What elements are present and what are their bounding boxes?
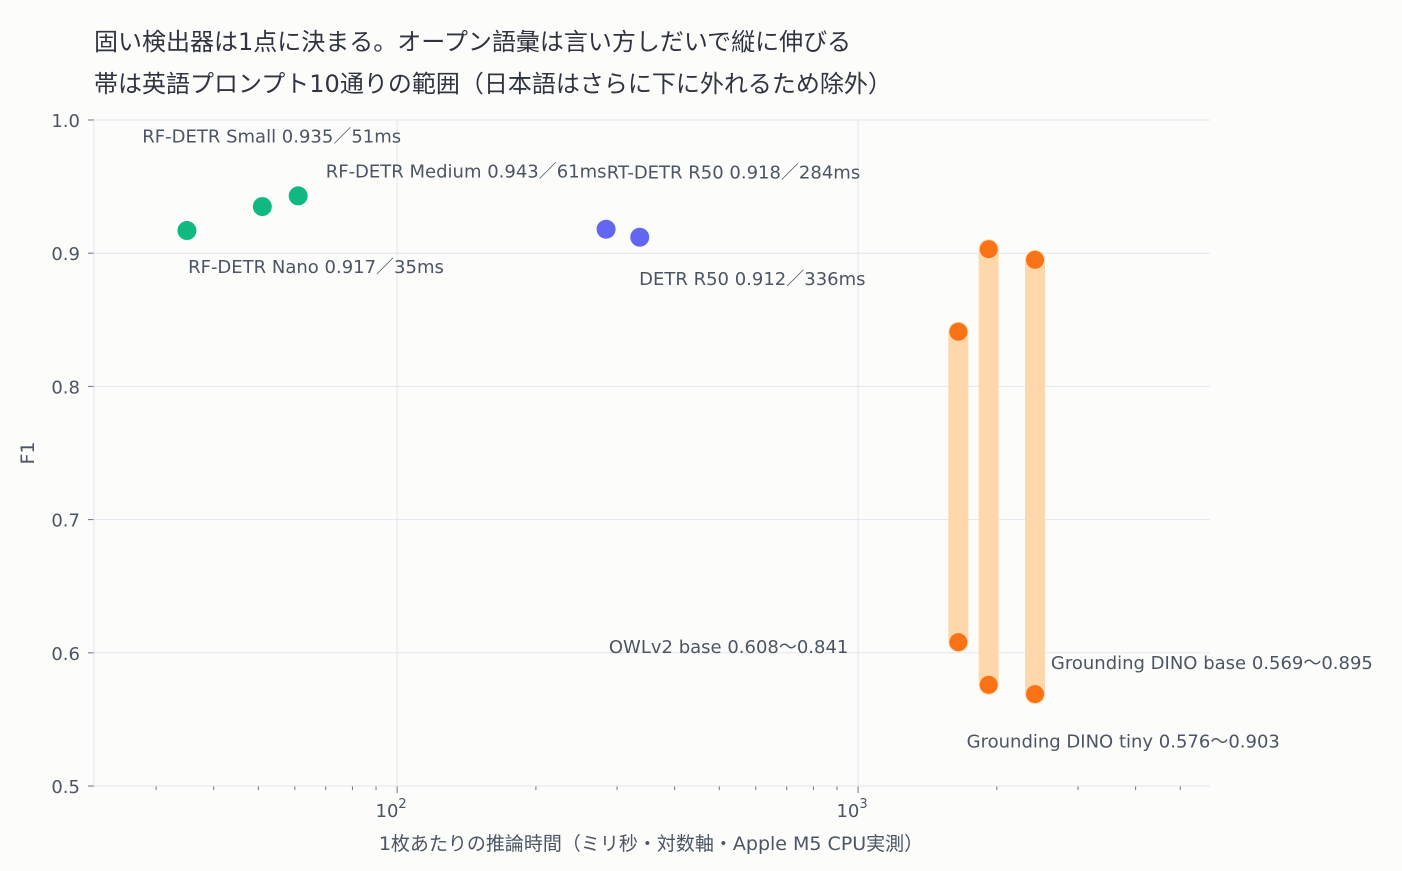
x-tick-base: 10 bbox=[836, 801, 859, 822]
y-tick-label: 0.5 bbox=[51, 777, 80, 798]
y-tick-label: 0.6 bbox=[51, 644, 80, 665]
y-tick-label: 1.0 bbox=[51, 111, 80, 132]
band-min-point bbox=[979, 675, 998, 694]
band-max-point bbox=[949, 322, 968, 341]
x-tick-label: 102 bbox=[376, 797, 407, 822]
point-annotation: Grounding DINO tiny 0.576〜0.903 bbox=[967, 731, 1280, 752]
data-point bbox=[177, 221, 197, 241]
y-tick-label: 0.7 bbox=[51, 511, 80, 532]
band-max-point bbox=[979, 240, 998, 259]
data-point bbox=[630, 227, 650, 247]
chart-title: 固い検出器は1点に決まる。オープン語彙は言い方しだいで縦に伸びる bbox=[94, 28, 852, 56]
chart-subtitle: 帯は英語プロンプト10通りの範囲（日本語はさらに下に外れるため除外） bbox=[94, 70, 892, 98]
y-tick-label: 0.9 bbox=[51, 244, 80, 265]
point-annotation: RF-DETR Nano 0.917／35ms bbox=[188, 257, 444, 278]
point-annotation: RT-DETR R50 0.918／284ms bbox=[607, 163, 860, 184]
band-min-point bbox=[949, 633, 968, 652]
x-tick-base: 10 bbox=[376, 801, 399, 822]
x-axis-title: 1枚あたりの推論時間（ミリ秒・対数軸・Apple M5 CPU実測） bbox=[379, 833, 923, 855]
prompt-range-bands bbox=[948, 239, 1046, 705]
band-max-point bbox=[1026, 250, 1045, 269]
data-point bbox=[252, 197, 272, 217]
x-tick-label: 103 bbox=[836, 797, 867, 822]
point-annotation: RF-DETR Medium 0.943／61ms bbox=[326, 161, 607, 182]
x-tick-exponent: 3 bbox=[859, 797, 867, 812]
point-annotation: DETR R50 0.912／336ms bbox=[639, 269, 865, 290]
band-min-point bbox=[1026, 685, 1045, 704]
annotations: RF-DETR Small 0.935／51ms RF-DETR Medium 0… bbox=[142, 127, 1373, 753]
data-points bbox=[177, 186, 1045, 704]
x-tick-exponent: 2 bbox=[398, 797, 406, 812]
data-point bbox=[288, 186, 308, 206]
point-annotation: RF-DETR Small 0.935／51ms bbox=[142, 127, 401, 148]
y-tick-label: 0.8 bbox=[51, 377, 80, 398]
y-axis-title: F1 bbox=[17, 441, 39, 464]
point-annotation: OWLv2 base 0.608〜0.841 bbox=[609, 637, 849, 658]
point-annotation: Grounding DINO base 0.569〜0.895 bbox=[1051, 653, 1373, 674]
data-point bbox=[596, 219, 616, 239]
